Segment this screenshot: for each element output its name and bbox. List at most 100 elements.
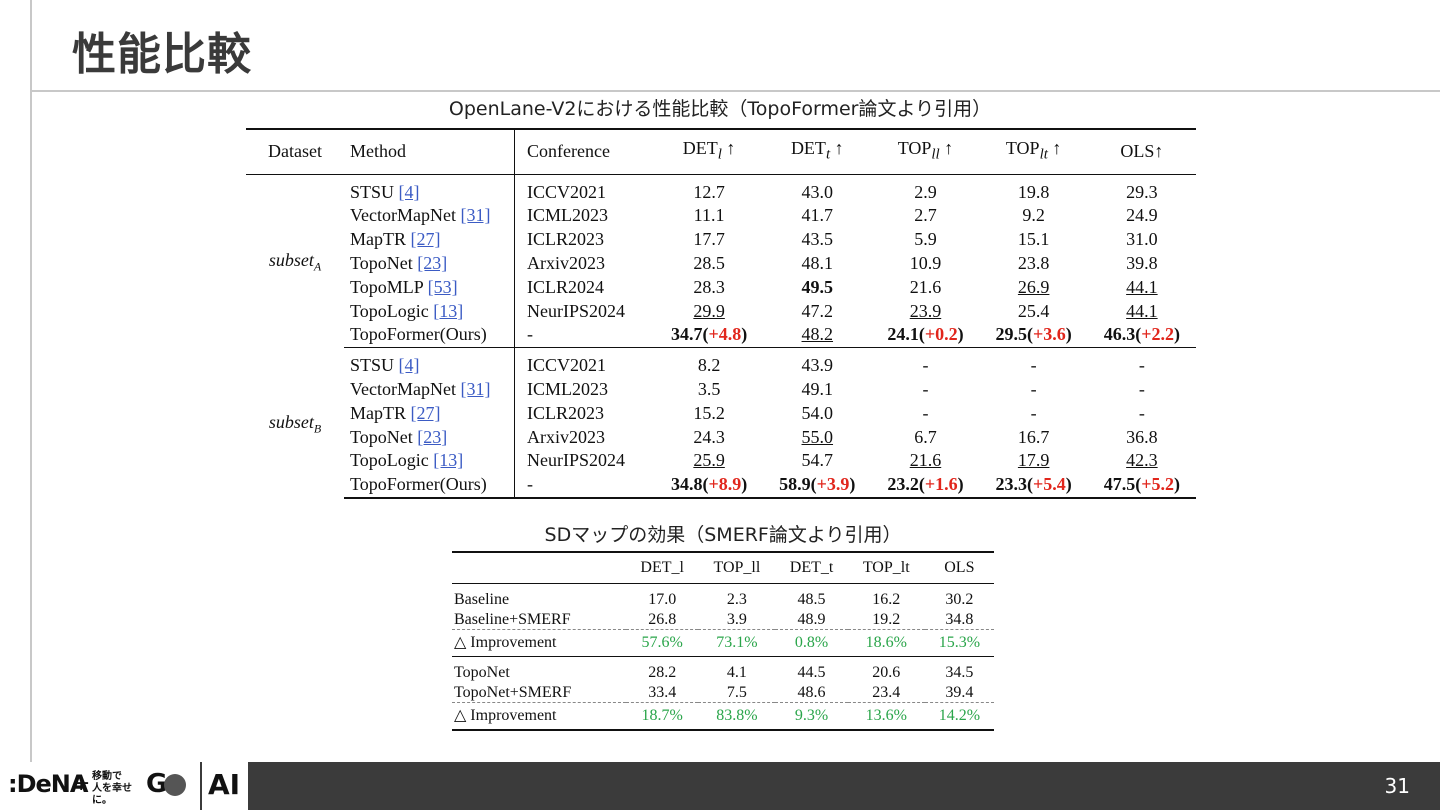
metric-cell-det-t: 54.0: [763, 402, 871, 426]
metric-value: 48.1: [801, 252, 834, 273]
table-row: TopoLogic [13] NeurIPS2024 25.9 54.7 21.6 17.…: [246, 449, 1196, 474]
metric-value: 43.5: [801, 229, 834, 250]
table-row: △ Improvement 18.7% 83.8% 9.3% 13.6% 14.2%: [452, 702, 994, 731]
metric-cell-top-lt: 26.9: [980, 276, 1088, 300]
ai-badge: AI: [200, 762, 248, 810]
metric-value: 17.9: [1017, 450, 1050, 471]
reference-link[interactable]: [13]: [433, 450, 464, 471]
left-rule: [30, 0, 32, 762]
metric-value: 3.5: [697, 378, 721, 399]
metric-value: 24.3: [693, 426, 725, 447]
metric-cell: 30.2: [945, 591, 974, 608]
metric-value: 26.9: [1017, 276, 1050, 297]
dataset-label: subsetA: [246, 174, 344, 348]
metric-value: 19.8: [1017, 181, 1050, 202]
metric-cell: 57.6%: [626, 629, 699, 657]
paren-close: ): [957, 324, 964, 345]
reference-link[interactable]: [27]: [410, 402, 441, 423]
reference-link[interactable]: [31]: [460, 205, 491, 226]
method-cell: TopoFormer(Ours): [344, 323, 515, 349]
metric-cell: 48.5: [797, 591, 826, 608]
row-label: TopoNet: [454, 664, 510, 681]
metric-cell: 34.8: [945, 610, 974, 628]
row-label: △ Improvement: [452, 629, 626, 657]
method-cell: TopoNet [23]: [344, 425, 515, 450]
reference-link[interactable]: [4]: [398, 355, 420, 376]
slogan-line2: 人を幸せに。: [92, 783, 132, 806]
method-name: TopoMLP: [350, 276, 424, 297]
metric-cell-ols: 39.8: [1088, 252, 1196, 276]
metric-cell-top-lt: 19.8: [980, 174, 1088, 204]
paren-close: ): [1174, 474, 1180, 495]
paren-close: ): [741, 324, 748, 345]
method-cell: MapTR [27]: [344, 401, 515, 426]
delta-value: +3.6: [1033, 324, 1066, 345]
metric-value: 48.2: [801, 324, 834, 345]
metric-cell-det-l: 25.9: [655, 449, 763, 473]
metric-cell: 19.2: [872, 610, 901, 628]
metric-cell-top-ll: 10.9: [871, 252, 979, 276]
ai-label: AI: [208, 768, 241, 801]
conference-cell: NeurIPS2024: [527, 450, 625, 471]
conference-cell: ICML2023: [527, 205, 608, 226]
conference-cell: -: [514, 473, 655, 499]
metric-cell-det-t: 43.0: [763, 174, 871, 204]
method-name: TopoLogic: [350, 300, 429, 321]
table-row: TopoMLP [53] ICLR2024 28.3 49.5 21.6 26.9 44.1: [246, 275, 1196, 300]
conference-cell: Arxiv2023: [527, 252, 605, 273]
conference-cell: -: [514, 323, 655, 349]
table-row: TopoLogic [13] NeurIPS2024 29.9 47.2 23.9 25.…: [246, 299, 1196, 324]
metric-cell-det-l: 3.5: [655, 378, 763, 402]
metric-value: -: [1138, 378, 1145, 399]
metric-value: -: [1138, 402, 1145, 423]
metric-cell-ols: -: [1088, 402, 1196, 426]
paren-open: (: [1027, 474, 1034, 495]
metric-cell-ols: -: [1088, 348, 1196, 378]
metric-cell-top-lt: 23.8: [980, 252, 1088, 276]
metric-value: 28.5: [693, 252, 725, 273]
table-row: subsetA STSU [4] ICCV2021 12.7 43.0 2.9 19.8 29…: [246, 174, 1196, 274]
metric-value: 15.2: [693, 402, 725, 423]
method-cell: TopoLogic [13]: [344, 449, 515, 474]
delta-value: +0.2: [924, 324, 958, 345]
table2-caption: SDマップの効果（SMERF論文より引用）: [544, 524, 902, 546]
delta-value: +3.9: [816, 474, 850, 495]
reference-link[interactable]: [13]: [433, 300, 464, 321]
reference-link[interactable]: [27]: [410, 229, 441, 250]
metric-value: 39.8: [1126, 252, 1158, 273]
dataset-subscript: A: [313, 259, 322, 274]
reference-link[interactable]: [31]: [460, 378, 491, 399]
table-row: TopoNet 28.2 4.1 44.5 20.6 34.5: [452, 657, 994, 683]
metric-cell-det-l: 12.7: [655, 174, 763, 204]
metric-value: 58.9: [779, 474, 811, 495]
metric-value: 55.0: [801, 426, 834, 447]
reference-link[interactable]: [23]: [417, 426, 448, 447]
paren-close: ): [1065, 324, 1072, 345]
metric-value: 31.0: [1126, 229, 1158, 250]
metric-cell-top-ll: -: [871, 378, 979, 402]
logo-area: :DeNA + 移動で 人を幸せに。 G: [0, 762, 200, 810]
method-cell: MapTR [27]: [344, 228, 515, 252]
reference-link[interactable]: [53]: [427, 276, 458, 297]
header-dataset: Dataset: [246, 127, 344, 175]
paren-close: ): [1174, 324, 1180, 345]
method-name: VectorMapNet: [350, 378, 456, 399]
dena-logo: :DeNA: [8, 770, 88, 798]
metric-cell-det-l: 28.5: [655, 252, 763, 276]
table-row: VectorMapNet [31] ICML2023 11.1 41.7 2.7 9.2 2…: [246, 204, 1196, 229]
metric-cell-det-l: 34.8(+8.9): [655, 473, 764, 499]
method-name: TopoNet: [350, 426, 413, 447]
reference-link[interactable]: [4]: [398, 181, 420, 202]
reference-link[interactable]: [23]: [417, 252, 448, 273]
paren-open: (: [702, 474, 709, 495]
paren-close: ): [849, 474, 856, 495]
metric-cell-det-t: 49.1: [763, 378, 871, 402]
metric-value: 24.9: [1126, 205, 1158, 226]
metric-value: 25.9: [693, 450, 725, 471]
metric-value: 41.7: [801, 205, 834, 226]
metric-value: 44.1: [1126, 300, 1158, 321]
conference-cell: NeurIPS2024: [527, 300, 625, 321]
metric-value: -: [922, 402, 929, 423]
metric-value: 2.7: [914, 205, 937, 226]
method-cell: TopoLogic [13]: [344, 299, 515, 324]
